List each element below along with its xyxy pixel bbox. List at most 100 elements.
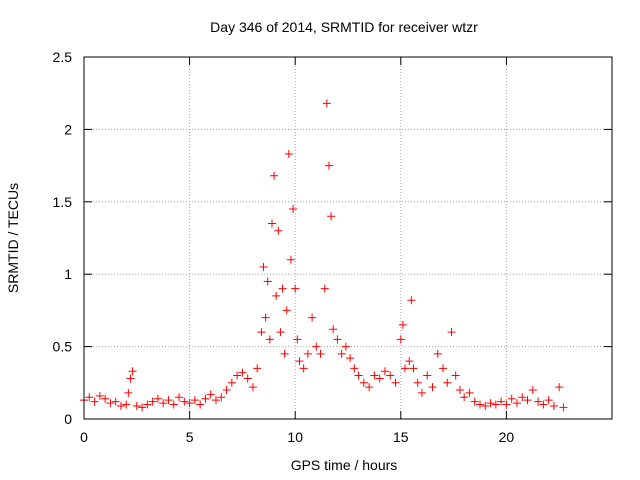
y-tick-label: 0: [64, 411, 72, 427]
data-point: [337, 349, 346, 358]
data-point: [257, 328, 266, 337]
tick-layer: 0 5 10 15 20 0 0.5 1 1.5 2 2.5: [53, 49, 612, 445]
data-point: [539, 400, 548, 409]
data-point: [248, 383, 257, 392]
y-tick-label: 2: [64, 121, 72, 137]
data-point: [278, 284, 287, 293]
data-point: [303, 349, 312, 358]
data-point: [101, 394, 110, 403]
chart-title: Day 346 of 2014, SRMTID for receiver wtz…: [210, 19, 478, 35]
data-point: [243, 374, 252, 383]
data-point: [95, 391, 104, 400]
data-point: [443, 378, 452, 387]
data-point: [270, 171, 279, 180]
data-point: [190, 396, 199, 405]
data-point: [138, 403, 147, 412]
marker-layer: [80, 99, 568, 412]
data-point: [312, 342, 321, 351]
data-point: [227, 378, 236, 387]
y-axis-label: SRMTID / TECUs: [5, 183, 21, 293]
data-point: [405, 357, 414, 366]
data-point: [491, 400, 500, 409]
data-point: [470, 397, 479, 406]
data-point: [451, 371, 460, 380]
data-point: [263, 277, 272, 286]
data-point: [447, 328, 456, 337]
data-point: [159, 399, 168, 408]
grid-layer: [84, 57, 612, 419]
data-point: [386, 371, 395, 380]
data-point: [169, 400, 178, 409]
data-point: [217, 393, 226, 402]
data-point: [267, 219, 276, 228]
data-point: [282, 306, 291, 315]
data-point: [370, 371, 379, 380]
data-point: [375, 374, 384, 383]
data-point: [523, 396, 532, 405]
data-point: [534, 397, 543, 406]
data-point: [518, 393, 527, 402]
data-point: [274, 226, 283, 235]
data-point: [346, 354, 355, 363]
y-tick-label: 2.5: [53, 49, 73, 65]
x-tick-label: 20: [499, 429, 515, 445]
data-point: [222, 386, 231, 395]
data-point: [299, 364, 308, 373]
data-point: [497, 397, 506, 406]
data-point: [350, 364, 359, 373]
data-point: [164, 396, 173, 405]
data-point: [460, 393, 469, 402]
data-point: [265, 335, 274, 344]
data-point: [233, 371, 242, 380]
data-point: [549, 401, 558, 410]
data-point: [316, 349, 325, 358]
data-point: [413, 378, 422, 387]
plot-frame: [83, 56, 613, 420]
data-point: [90, 397, 99, 406]
x-tick-label: 15: [393, 429, 409, 445]
data-point: [365, 383, 374, 392]
data-point: [259, 262, 268, 271]
data-point: [175, 393, 184, 402]
data-point: [555, 383, 564, 392]
data-point: [122, 400, 131, 409]
data-point: [398, 320, 407, 329]
data-point: [291, 284, 300, 293]
data-point: [476, 400, 484, 409]
data-point: [111, 397, 120, 406]
data-point: [180, 397, 189, 406]
data-point: [423, 371, 432, 380]
data-point: [502, 400, 511, 409]
data-point: [455, 386, 464, 395]
y-tick-label: 1.5: [53, 194, 73, 210]
x-tick-label: 10: [287, 429, 303, 445]
data-point: [507, 394, 516, 403]
data-point: [428, 383, 437, 392]
data-point: [322, 99, 331, 108]
data-point: [380, 367, 389, 376]
data-point: [148, 397, 157, 406]
data-point: [253, 364, 262, 373]
data-point: [106, 399, 115, 408]
y-tick-label: 1: [64, 266, 72, 282]
data-point: [433, 349, 442, 358]
data-point: [559, 403, 568, 412]
data-point: [481, 401, 490, 410]
data-point: [276, 328, 285, 337]
x-tick-label: 5: [186, 429, 194, 445]
data-point: [333, 335, 342, 344]
data-point: [85, 393, 94, 402]
data-point: [465, 388, 474, 397]
data-point: [284, 150, 293, 159]
data-point: [327, 212, 336, 221]
data-point: [324, 161, 333, 170]
data-point: [320, 284, 329, 293]
data-point: [486, 399, 495, 408]
data-point: [439, 364, 448, 373]
data-point: [132, 401, 141, 410]
data-point: [128, 367, 137, 376]
data-point: [409, 364, 418, 373]
data-point: [185, 399, 194, 408]
data-point: [286, 255, 295, 264]
